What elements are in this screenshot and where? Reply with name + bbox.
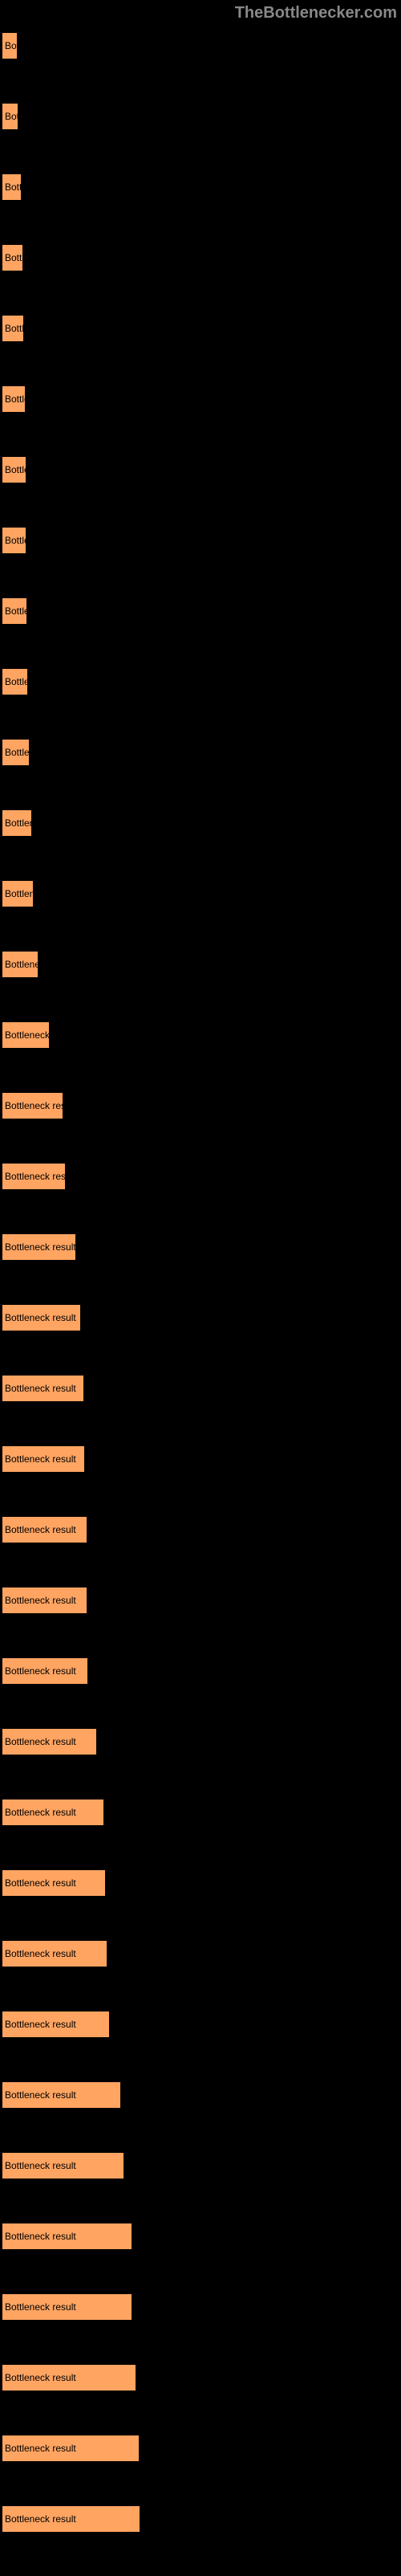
bar: Bottleneck result	[2, 2152, 124, 2179]
bar: Bottleneck result	[2, 1233, 76, 1261]
bar-row: Bottleneck result	[2, 1375, 401, 1402]
bar-row: Bottleneck result	[2, 597, 401, 625]
bar-row: Bottleneck result	[2, 739, 401, 766]
bar-row: Bottleneck result	[2, 315, 401, 342]
bar: Bottleneck result	[2, 809, 32, 837]
bar-row: Bottleneck result	[2, 1587, 401, 1614]
watermark-text: TheBottlenecker.com	[235, 4, 397, 22]
bar: Bottleneck result	[2, 951, 38, 978]
bar: Bottleneck result	[2, 103, 18, 130]
bar-row: Bottleneck result	[2, 385, 401, 413]
bar: Bottleneck result	[2, 1445, 85, 1473]
bar: Bottleneck result	[2, 1516, 87, 1543]
bar-row: Bottleneck result	[2, 1869, 401, 1897]
bar: Bottleneck result	[2, 385, 26, 413]
bar-row: Bottleneck result	[2, 809, 401, 837]
bar-row: Bottleneck result	[2, 1516, 401, 1543]
bar: Bottleneck result	[2, 2011, 110, 2038]
bar: Bottleneck result	[2, 527, 26, 554]
bar: Bottleneck result	[2, 1092, 63, 1119]
bar: Bottleneck result	[2, 456, 26, 483]
bar: Bottleneck result	[2, 1657, 88, 1685]
bar-row: Bottleneck result	[2, 1728, 401, 1755]
bar: Bottleneck result	[2, 1799, 104, 1826]
bar-row: Bottleneck result	[2, 2081, 401, 2109]
bar-row: Bottleneck result	[2, 244, 401, 271]
bar: Bottleneck result	[2, 880, 34, 907]
bar: Bottleneck result	[2, 2081, 121, 2109]
bar: Bottleneck result	[2, 1304, 81, 1331]
bar: Bottleneck result	[2, 2364, 136, 2391]
bar: Bottleneck result	[2, 315, 24, 342]
bar-row: Bottleneck result	[2, 951, 401, 978]
bar-row: Bottleneck result	[2, 1092, 401, 1119]
bar-chart: Bottleneck result Bottleneck result Bottle…	[0, 0, 401, 2533]
bar: Bottleneck result	[2, 739, 30, 766]
bar-row: Bottleneck result	[2, 32, 401, 59]
bar: Bottleneck result	[2, 1375, 84, 1402]
bar: Bottleneck result	[2, 597, 27, 625]
bar: Bottleneck result	[2, 2293, 132, 2321]
bar: Bottleneck result	[2, 1163, 66, 1190]
bar-row: Bottleneck result	[2, 1163, 401, 1190]
bar-row: Bottleneck result	[2, 103, 401, 130]
bar: Bottleneck result	[2, 1728, 97, 1755]
bar-row: Bottleneck result	[2, 527, 401, 554]
bar-row: Bottleneck result	[2, 2435, 401, 2462]
bar-row: Bottleneck result	[2, 2293, 401, 2321]
bar-row: Bottleneck result	[2, 880, 401, 907]
bar-row: Bottleneck result	[2, 1021, 401, 1049]
bar: Bottleneck result	[2, 173, 22, 201]
bar-row: Bottleneck result	[2, 668, 401, 695]
bar: Bottleneck result	[2, 1021, 50, 1049]
bar-row: Bottleneck result	[2, 1304, 401, 1331]
bar-row: Bottleneck result	[2, 1799, 401, 1826]
bar-row: Bottleneck result	[2, 1233, 401, 1261]
bar: Bottleneck result	[2, 2223, 132, 2250]
bar: Bottleneck result	[2, 1940, 107, 1967]
bar-row: Bottleneck result	[2, 2011, 401, 2038]
bar-row: Bottleneck result	[2, 1445, 401, 1473]
bar-row: Bottleneck result	[2, 1940, 401, 1967]
bar-row: Bottleneck result	[2, 2505, 401, 2533]
bar: Bottleneck result	[2, 2505, 140, 2533]
bar: Bottleneck result	[2, 668, 28, 695]
bar-row: Bottleneck result	[2, 2152, 401, 2179]
bar: Bottleneck result	[2, 1869, 106, 1897]
bar: Bottleneck result	[2, 2435, 140, 2462]
bar-row: Bottleneck result	[2, 2364, 401, 2391]
bar-row: Bottleneck result	[2, 2223, 401, 2250]
bar-row: Bottleneck result	[2, 1657, 401, 1685]
bar: Bottleneck result	[2, 32, 18, 59]
bar: Bottleneck result	[2, 1587, 87, 1614]
bar: Bottleneck result	[2, 244, 23, 271]
bar-row: Bottleneck result	[2, 173, 401, 201]
bar-row: Bottleneck result	[2, 456, 401, 483]
